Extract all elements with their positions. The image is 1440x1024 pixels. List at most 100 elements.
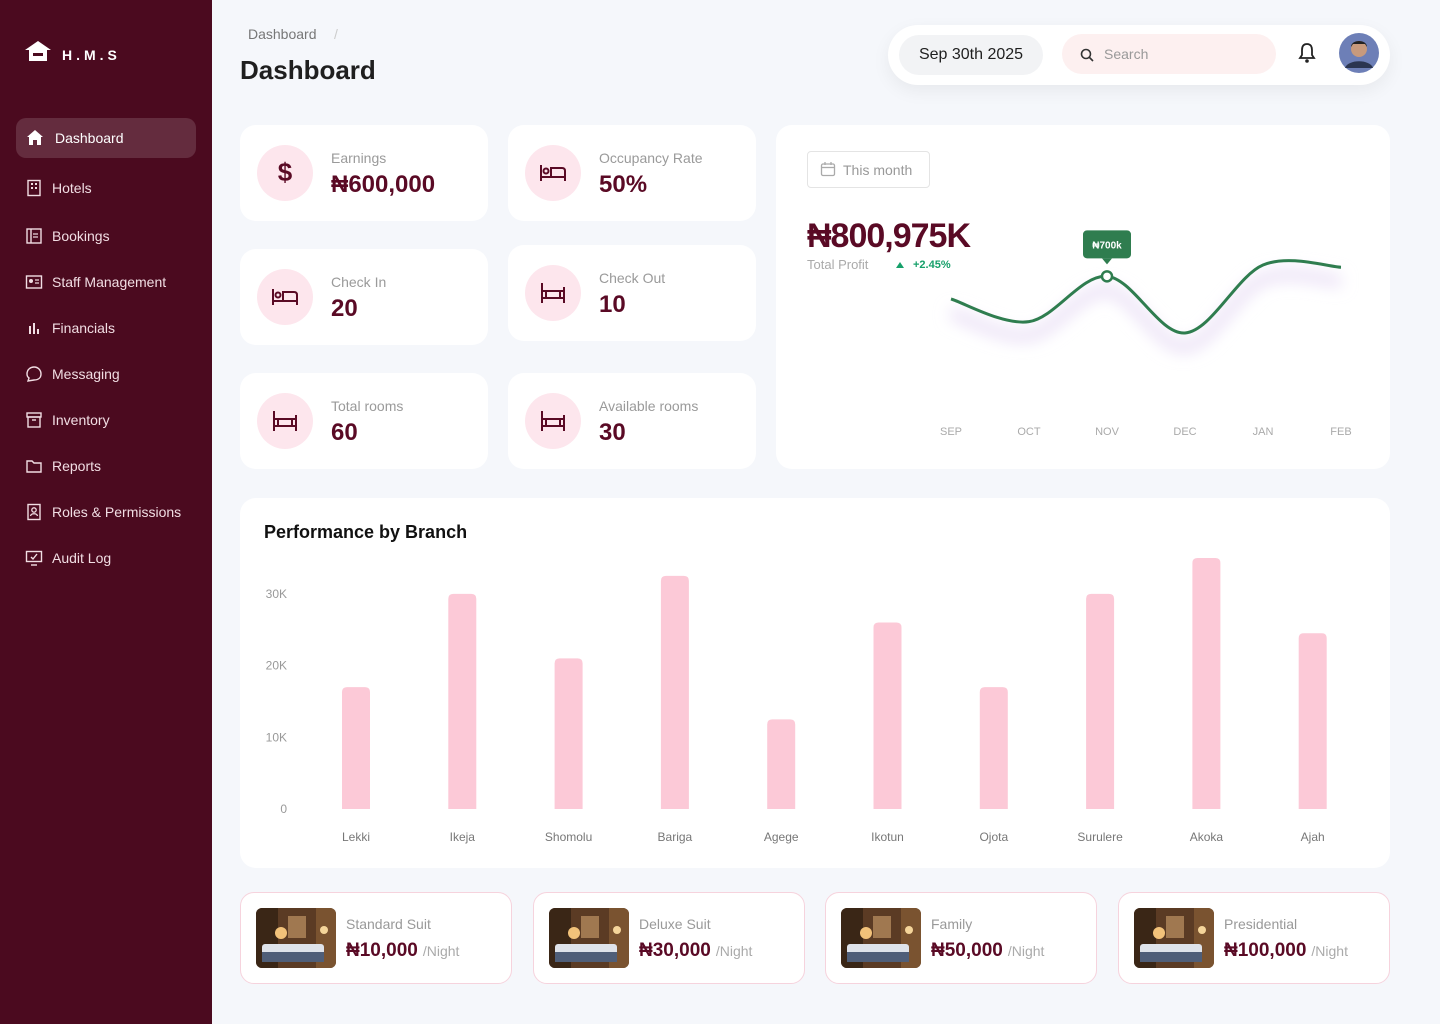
nav-label: Financials [52,320,116,336]
stat-glyph [273,411,297,431]
search-icon [1080,48,1094,62]
date-pill[interactable]: Sep 30th 2025 [899,35,1043,75]
nav-item[interactable]: Roles & Permissions [16,492,196,532]
stat-label: Available rooms [599,398,699,414]
room-unit: /Night [1311,943,1348,959]
breadcrumb[interactable]: Dashboard [248,26,317,42]
room-price: ₦30,000 [639,940,711,961]
stat-label: Check In [331,274,387,290]
nav-item[interactable]: Messaging [16,354,196,394]
room-thumb [549,908,629,968]
svg-text:$: $ [278,159,293,187]
bar-chart: Performance by Branch 0 10K 20K 30K Lekki Ikej… [264,522,1327,844]
x-tick-label: Bariga [658,830,693,844]
x-tick-label: Ajah [1301,830,1325,844]
stat-card: Available rooms 30 [508,373,756,469]
stat-icon [525,145,581,201]
y-tick-label: 30K [266,587,287,601]
room-card[interactable]: Deluxe Suit ₦30,000/Night [533,892,805,984]
x-tick-label: Akoka [1190,830,1224,844]
stat-icon [257,269,313,325]
nav-icon [26,366,42,382]
line [950,259,1342,335]
x-tick-label: Ikeja [450,830,476,844]
bar [342,687,370,809]
x-tick-label: Surulere [1077,830,1123,844]
bar [767,719,796,809]
room-card[interactable]: Standard Suit ₦10,000/Night [240,892,512,984]
nav-label: Audit Log [52,550,112,566]
nav-item[interactable]: Staff Management [16,262,196,302]
nav-icon [29,323,39,334]
room-price-row: ₦10,000/Night [346,940,459,962]
month-filter[interactable]: This month [807,151,930,188]
room-unit: /Night [1007,943,1045,959]
room-price-row: ₦50,000/Night [931,940,1044,962]
room-name: Deluxe Suit [639,916,711,932]
line-chart: SEP OCT NOV DEC JAN FEB ₦700k [940,230,1352,438]
bell-icon[interactable] [1298,42,1316,64]
x-tick-label: DEC [1173,426,1196,438]
nav-item[interactable]: Audit Log [16,538,196,578]
bar [554,658,583,809]
nav-item[interactable]: Hotels [16,168,196,208]
stat-glyph [541,411,565,431]
nav-label: Messaging [52,366,120,382]
room-card[interactable]: Family ₦50,000/Night [825,892,1097,984]
room-photo [256,908,336,968]
calendar-icon [820,162,836,177]
line-glow [949,269,1342,352]
room-card[interactable]: Presidential ₦100,000/Night [1118,892,1390,984]
profit-value: ₦800,975K [807,217,971,255]
nav-label: Dashboard [55,130,124,146]
filter-label: This month [843,162,913,178]
room-photo [1134,908,1214,968]
breadcrumb-separator: / [334,26,338,42]
nav-icon [27,179,41,197]
nav-item[interactable]: Financials [16,308,196,348]
sidebar: H.M.S Dashboard Hotels Bookings Staff Manag… [0,0,212,1024]
bar [660,575,689,809]
stat-value: 60 [331,419,358,446]
nav-item[interactable]: Dashboard [16,118,196,158]
y-tick-label: 0 [280,802,287,816]
room-name: Family [931,916,973,932]
room-photo [549,908,629,968]
value-label: ₦700k [1092,240,1122,251]
x-tick-label: NOV [1095,426,1120,438]
nav-icon [26,228,42,244]
nav-label: Bookings [52,228,110,244]
nav-item[interactable]: Inventory [16,400,196,440]
stat-icon [525,393,581,449]
y-tick-label: 20K [266,659,287,673]
x-tick-label: Agege [764,830,799,844]
tooltip [1083,230,1131,259]
room-price: ₦50,000 [931,940,1003,961]
room-name: Presidential [1224,916,1298,932]
tooltip-pointer [1102,258,1112,265]
stat-card: Check Out 10 [508,245,756,341]
nav-icon [26,460,42,473]
bar [873,622,902,809]
x-tick-label: FEB [1330,426,1351,438]
stat-card: Occupancy Rate 50% [508,125,756,221]
room-thumb [841,908,921,968]
room-unit: /Night [422,943,460,959]
room-price: ₦10,000 [346,940,418,961]
nav-item[interactable]: Reports [16,446,196,486]
nav-label: Roles & Permissions [52,504,182,520]
nav-icon [25,275,43,289]
x-tick-label: Lekki [342,830,370,844]
search-box[interactable]: Search [1062,34,1276,74]
nav-item[interactable]: Bookings [16,216,196,256]
stat-label: Total rooms [331,398,404,414]
stat-value: 20 [331,295,358,322]
x-tick-label: Ojota [979,830,1008,844]
bar [979,687,1008,809]
nav-icon [27,130,43,145]
stat-card: $ Earnings ₦600,000 [240,125,488,221]
x-tick-label: SEP [940,426,962,438]
avatar[interactable] [1338,32,1380,74]
